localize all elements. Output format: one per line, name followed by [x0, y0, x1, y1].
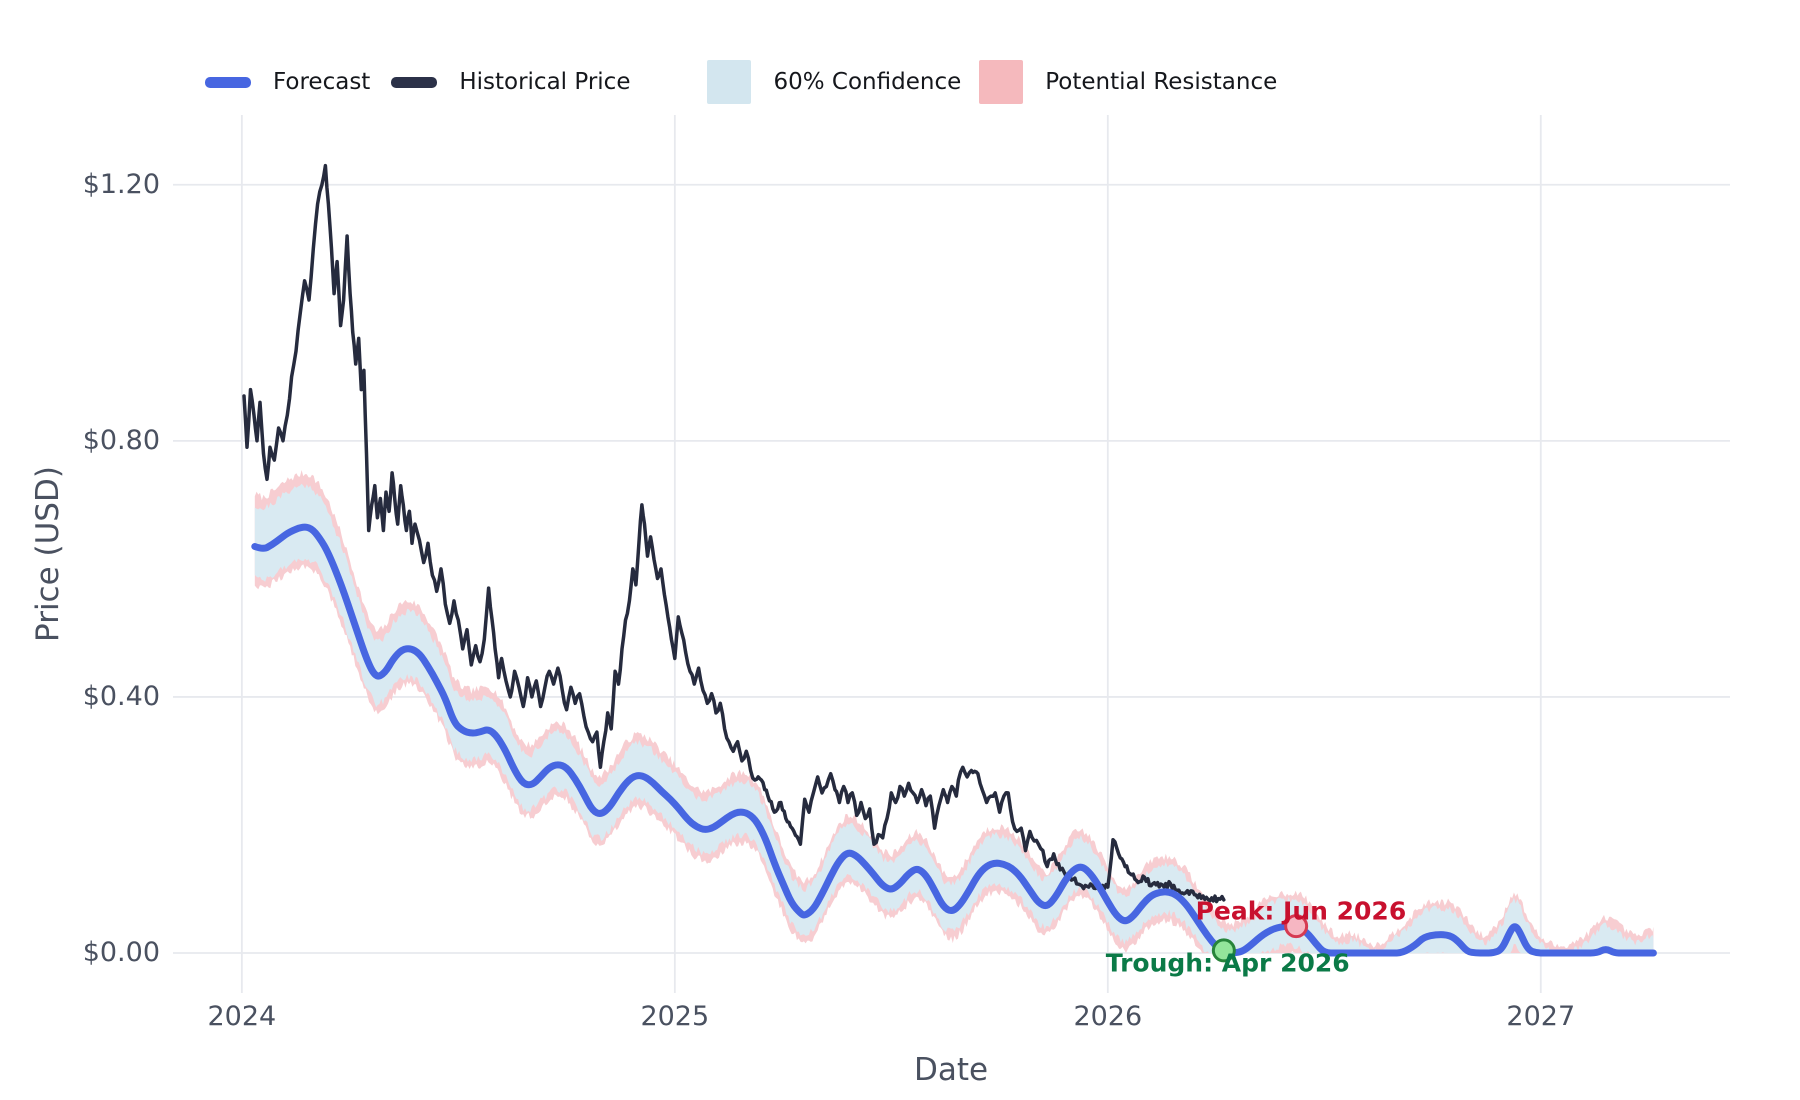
- legend-box-swatch: [979, 60, 1024, 104]
- legend-item-60-confidence[interactable]: 60% Confidence: [707, 60, 961, 104]
- peak-marker[interactable]: [1284, 914, 1309, 939]
- legend-line-swatch: [391, 76, 438, 88]
- x-tick-label: 2024: [207, 1001, 277, 1032]
- forecast-line: [251, 523, 1657, 957]
- x-tick-label: 2027: [1506, 1001, 1576, 1032]
- legend-label: Forecast: [273, 69, 371, 95]
- trough-annotation: Trough: Apr 2026: [1105, 948, 1350, 978]
- legend: Forecast Historical Price 60% Confidence Po…: [205, 58, 1277, 106]
- x-tick-label: 2026: [1073, 1001, 1143, 1032]
- y-tick-label: $0.80: [82, 424, 160, 456]
- legend-label: 60% Confidence: [773, 69, 962, 95]
- confidence-band: [254, 483, 1654, 953]
- y-tick-label: $1.20: [82, 168, 160, 200]
- x-tick-label: 2025: [640, 1001, 710, 1032]
- trough-marker[interactable]: [1211, 938, 1236, 963]
- legend-box-swatch: [707, 60, 752, 104]
- y-tick-label: $0.00: [82, 936, 160, 968]
- y-tick-label: $0.40: [82, 680, 160, 712]
- legend-item-forecast[interactable]: Forecast: [205, 69, 370, 95]
- x-axis-title: Date: [913, 1052, 989, 1088]
- legend-label: Potential Resistance: [1045, 69, 1278, 95]
- historical-price-line: [242, 163, 1226, 904]
- legend-line-swatch: [205, 76, 251, 88]
- plot-area[interactable]: [173, 115, 1730, 993]
- legend-label: Historical Price: [459, 69, 631, 95]
- legend-item-potential-resistance[interactable]: Potential Resistance: [979, 60, 1277, 104]
- legend-item-historical-price[interactable]: Historical Price: [391, 69, 630, 95]
- y-axis-title: Price (USD): [30, 466, 66, 642]
- peak-annotation: Peak: Jun 2026: [1195, 896, 1407, 926]
